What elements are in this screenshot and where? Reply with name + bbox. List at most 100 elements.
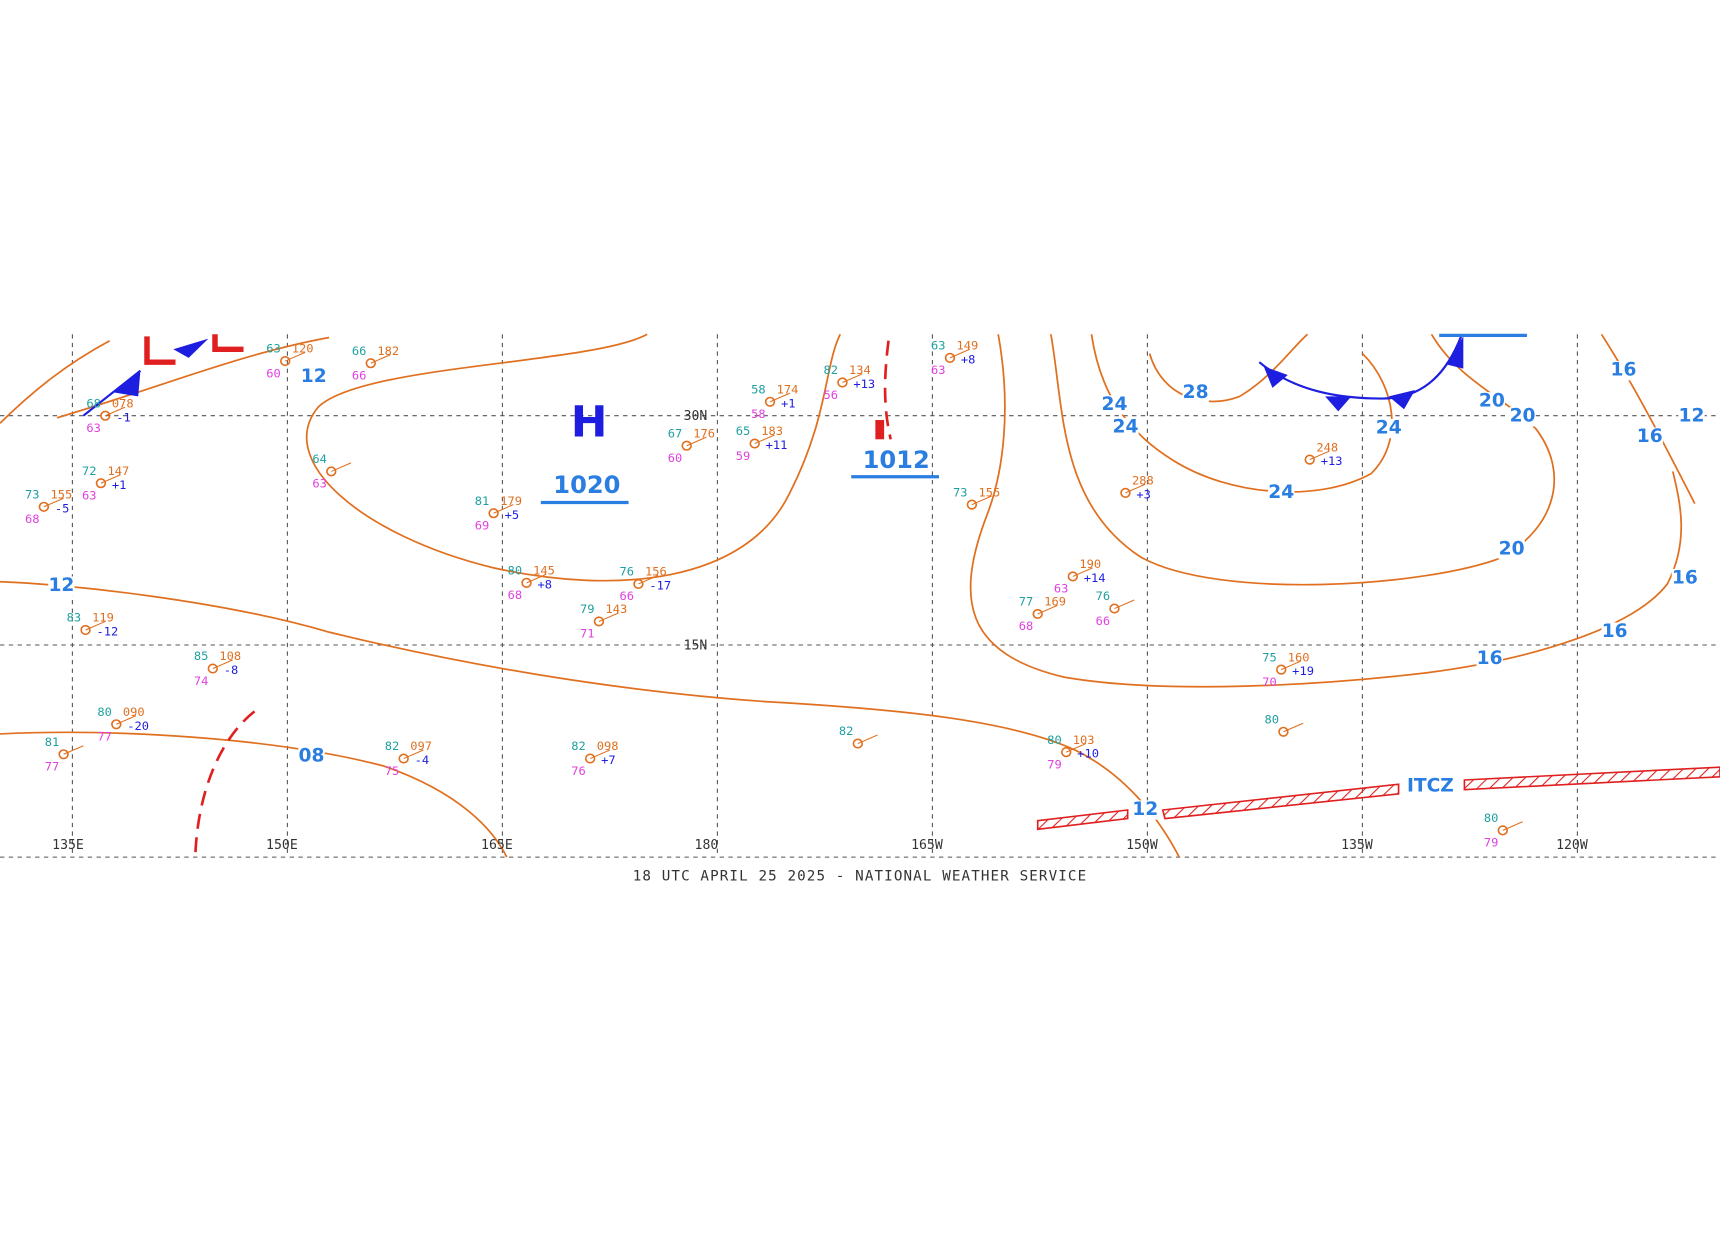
wind-barb [589,749,611,760]
wind-barb [105,406,126,417]
station-dew: 76 [571,764,586,778]
station-dew: 58 [751,407,766,421]
station [584,753,596,764]
isobar-label: 28 [1183,382,1209,403]
wind-barb [638,574,659,585]
station-pressure: 176 [693,427,715,441]
station [365,358,376,369]
station [764,396,776,407]
isobar [0,339,111,424]
isobar-label: 24 [1268,482,1294,503]
station-tendency: +1 [781,397,796,411]
high-pressure: 1020 [553,471,620,499]
isobar-label: 12 [1679,406,1705,427]
station-tendency: +3 [1136,488,1151,502]
station [1067,571,1079,582]
station-dew: 77 [97,730,112,744]
station-temp: 65 [736,424,751,438]
cold-front [1258,336,1463,400]
station-pressure: 288 [1132,474,1154,488]
station-temp: 79 [580,602,595,616]
station-pressure: 248 [1316,440,1338,454]
label-bg [1678,407,1705,427]
wind-barb [1281,660,1302,671]
station-pressure: 156 [645,565,667,579]
isobar [0,580,1180,858]
label-bg [1509,407,1536,427]
station-pressure: 190 [1079,557,1101,571]
station-temp: 64 [312,452,327,466]
isobar-label: 16 [1477,648,1503,669]
station-temp: 83 [67,611,82,625]
station-pressure: 183 [761,424,783,438]
station-temp: 76 [620,565,635,579]
station-temp: 63 [266,342,281,356]
station [207,663,219,674]
wind-barb [769,392,791,403]
wind-barb [116,715,137,725]
longitude-label: 180 [695,838,719,853]
latitude-label: 15N [684,639,708,654]
station-temp: 58 [751,383,766,397]
label-bg [1610,361,1637,381]
station-dew: 79 [1484,836,1499,850]
station [1061,747,1072,758]
station-temp: 68 [86,397,101,411]
isobar [305,333,842,582]
station-tendency: +13 [1321,454,1343,468]
station-dew: 60 [266,367,281,381]
station-dew: 77 [45,760,60,774]
wind-barb [598,612,619,622]
station-dew: 71 [580,627,595,641]
station [80,624,91,636]
wind-barb [85,620,106,631]
itcz-band [1036,766,1720,831]
station [1304,454,1315,465]
longitude-label: 150W [1126,838,1158,853]
isobar [1148,333,1309,403]
station-tendency: +8 [538,578,553,592]
latitude-label: 30N [684,409,708,424]
station-dew: 68 [1019,619,1034,633]
isobar-label: 24 [1112,417,1138,438]
isobar-label: 12 [1132,799,1158,820]
wind-barb [1072,567,1093,577]
station-temp: 82 [385,739,400,753]
station-temp: 82 [571,739,586,753]
station-temp: 80 [508,564,523,578]
station-temp: 85 [194,649,209,663]
station-dew: 66 [620,589,635,603]
station [966,499,978,510]
longitude-label: 120W [1556,838,1588,853]
isobar-label: 12 [301,366,327,387]
isobar-label: 20 [1479,391,1505,412]
station-pressure: 182 [377,344,399,358]
fronts [82,333,1720,831]
station-dew: 63 [931,363,946,377]
isobar-label: 16 [1637,426,1663,447]
station [398,753,409,764]
station-tendency: +10 [1077,747,1099,761]
wind-barb [526,573,547,584]
station-dew: 69 [475,519,490,533]
station-temp: 66 [352,344,367,358]
wind-barb [1502,821,1523,831]
isobar-label: 16 [1610,360,1636,381]
label-bg [1132,800,1159,820]
station-dew: 66 [352,369,367,383]
high-symbol: H [571,398,608,447]
station-dew: 75 [385,764,400,778]
station-temp: 82 [824,363,839,377]
longitude-label: 165W [911,838,943,853]
isobar-label: 12 [48,575,74,596]
station-temp: 82 [839,724,854,738]
wind-barb [1066,743,1087,753]
longitude-label: 135W [1341,838,1373,853]
station-pressure: 155 [978,485,1000,499]
wind-barb [1309,450,1330,461]
station-dew: 68 [25,512,40,526]
station-temp: 75 [1262,650,1277,664]
wind-barb [1037,604,1058,615]
wind-barb [100,474,121,484]
